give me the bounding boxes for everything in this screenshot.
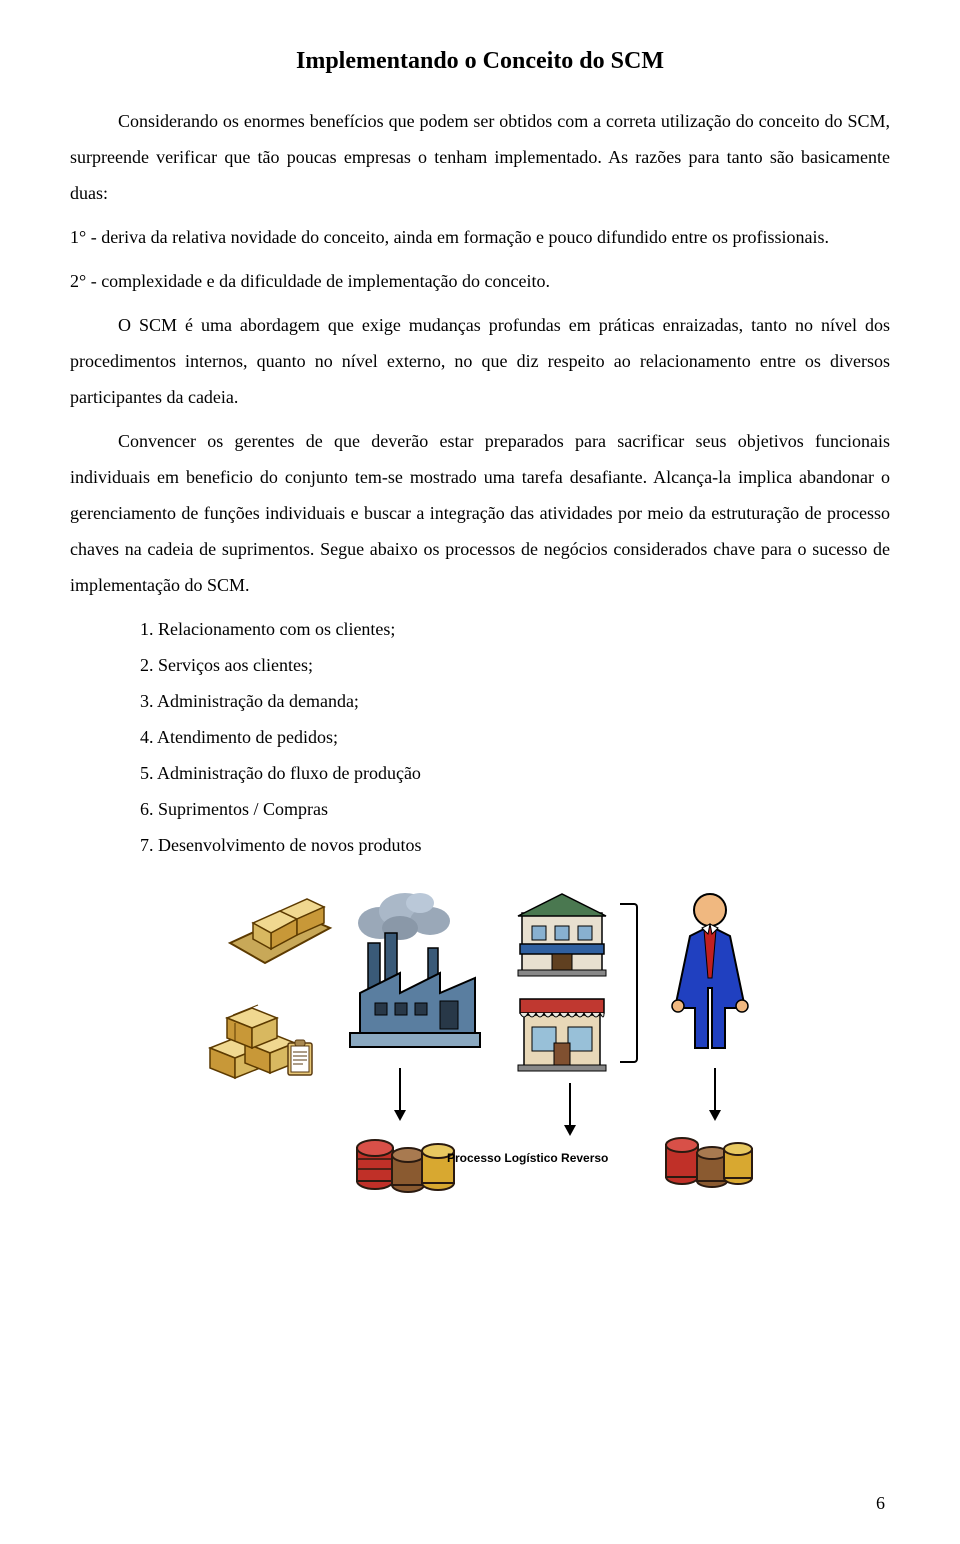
list-item: 1. Relacionamento com os clientes; [140,611,890,647]
list-item: 6. Suprimentos / Compras [140,791,890,827]
paragraph-1: Considerando os enormes benefícios que p… [70,103,890,211]
paragraph-2: 1° - deriva da relativa novidade do conc… [70,219,890,255]
page-title: Implementando o Conceito do SCM [70,48,890,75]
page-number: 6 [876,1493,885,1514]
grouping-bracket [620,903,638,1063]
clipboard-icon [285,1038,315,1078]
arrow-down-icon [705,1068,725,1123]
arrow-down-icon [560,1083,580,1138]
factory-icon [340,923,485,1053]
businessman-icon [660,888,760,1053]
numbered-list: 1. Relacionamento com os clientes; 2. Se… [140,611,890,863]
arrow-down-icon [390,1068,410,1123]
list-item: 4. Atendimento de pedidos; [140,719,890,755]
list-item: 2. Serviços aos clientes; [140,647,890,683]
conveyor-icon [225,893,335,973]
diagram-caption: Processo Logístico Reverso [447,1151,608,1165]
barrels-left-icon [350,1123,460,1193]
supply-chain-diagram: Processo Logístico Reverso [180,883,780,1203]
building-icon [510,888,615,978]
store-icon [510,993,615,1073]
list-item: 7. Desenvolvimento de novos produtos [140,827,890,863]
list-item: 5. Administração do fluxo de produção [140,755,890,791]
barrels-right-icon [660,1123,755,1188]
paragraph-4: O SCM é uma abordagem que exige mudanças… [70,307,890,415]
paragraph-3: 2° - complexidade e da dificuldade de im… [70,263,890,299]
list-item: 3. Administração da demanda; [140,683,890,719]
paragraph-5: Convencer os gerentes de que deverão est… [70,423,890,603]
